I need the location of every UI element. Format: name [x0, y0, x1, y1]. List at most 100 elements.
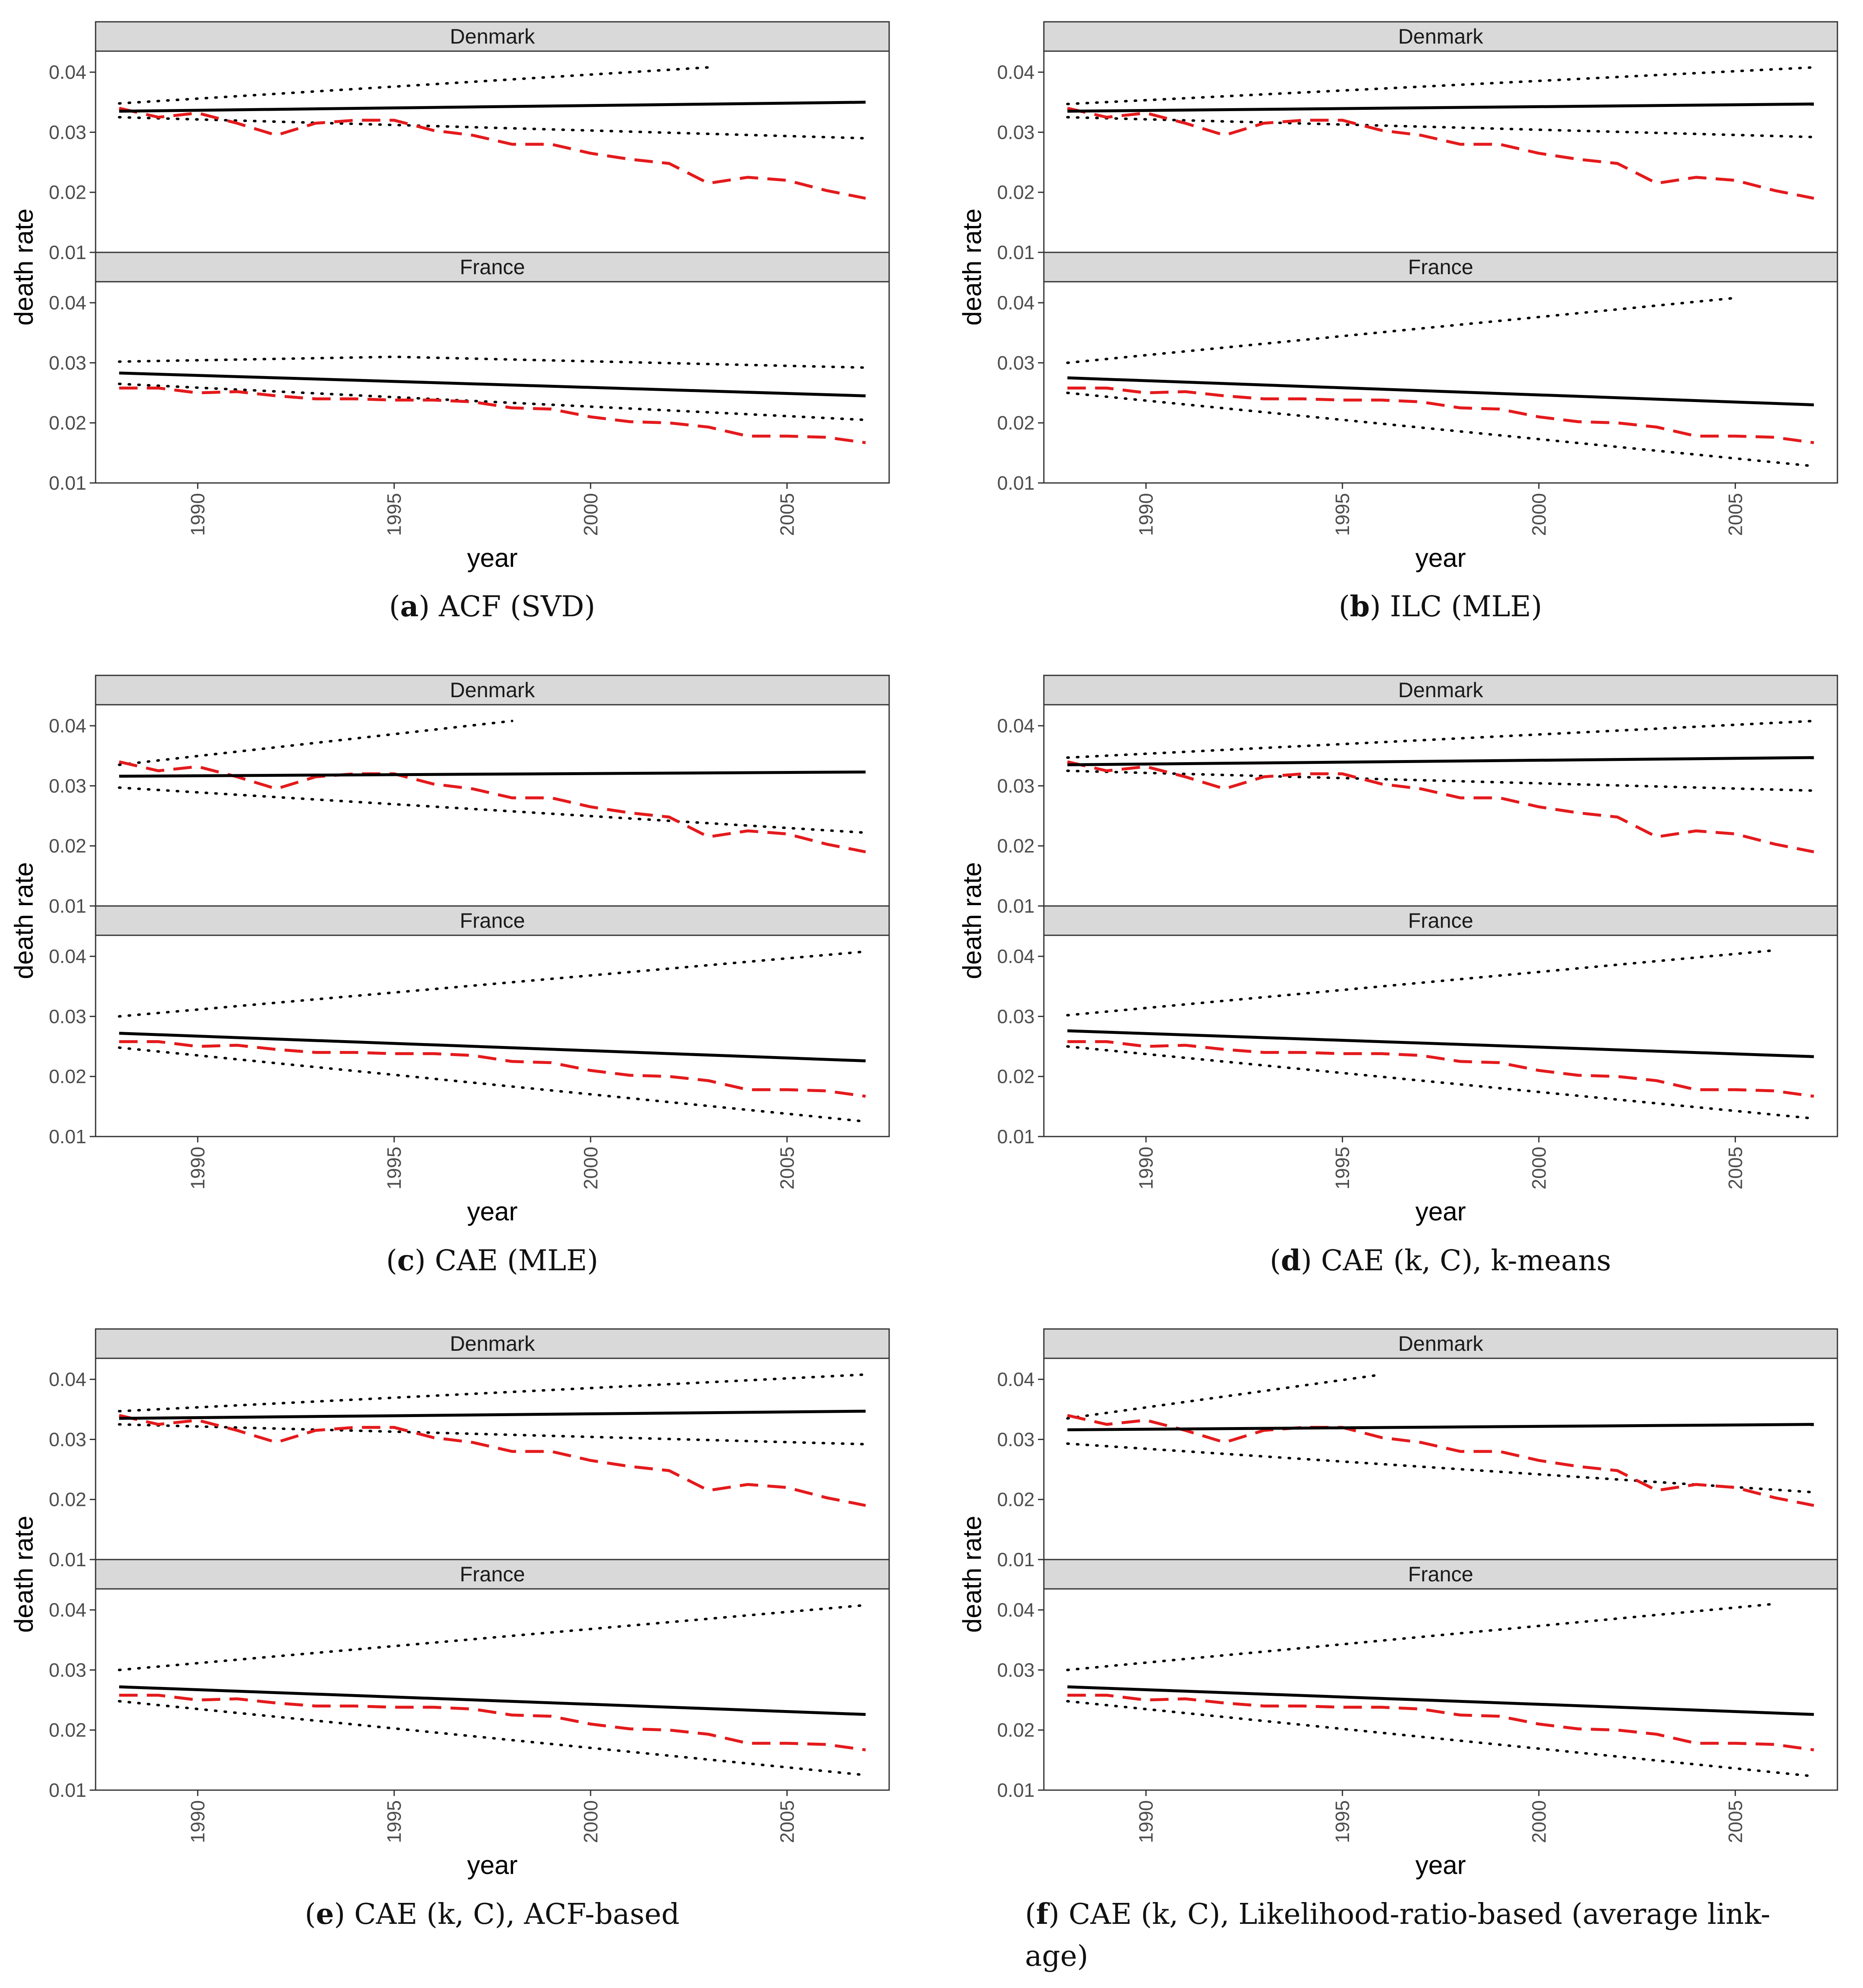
x-tick-label: 1995: [1331, 493, 1353, 536]
panel-border: [95, 281, 890, 484]
y-tick-label: 0.04: [997, 945, 1035, 967]
y-tick-label: 0.01: [49, 1779, 86, 1801]
facet-strip-label: France: [1408, 909, 1474, 932]
upper-bound-line: [1066, 296, 1737, 364]
x-tick-label: 1990: [1135, 1800, 1157, 1843]
subfigure-b: Denmark 0.01 0.02 0.03 0.04 France 0.01 0.02 0.0…: [958, 21, 1838, 623]
facet-strip-label: France: [460, 909, 525, 932]
panel-france: France 0.01 0.02 0.03 0.04: [997, 1559, 1838, 1801]
panel-denmark: Denmark 0.01 0.02 0.03 0.04: [997, 21, 1838, 263]
facet-strip: [95, 675, 890, 706]
y-tick-label: 0.02: [49, 1066, 86, 1087]
x-tick-label: 2005: [1724, 1800, 1746, 1843]
y-tick-label: 0.02: [997, 182, 1035, 203]
facet-strip: [95, 905, 890, 936]
x-axis-title: year: [1415, 1851, 1466, 1880]
y-tick-label: 0.01: [997, 472, 1035, 494]
upper-bound-line: [118, 356, 867, 369]
y-tick-label: 0.04: [49, 1368, 86, 1390]
y-axis-title: death rate: [10, 1516, 39, 1632]
upper-bound-line: [118, 1604, 867, 1671]
x-tick-label: 2005: [776, 1800, 798, 1843]
caption-a: (a) ACF (SVD): [389, 590, 595, 623]
forecast-line: [1067, 756, 1814, 766]
observed-death-rate-line: [1067, 106, 1814, 200]
y-tick-label: 0.04: [49, 715, 86, 737]
facet-strip-label: France: [460, 1562, 525, 1586]
y-tick-label: 0.03: [997, 1428, 1035, 1450]
panel-denmark: Denmark 0.01 0.02 0.03 0.04: [49, 675, 890, 917]
y-tick-label: 0.02: [49, 412, 86, 434]
facet-strip: [1043, 905, 1838, 936]
y-tick-label: 0.02: [997, 1066, 1035, 1087]
facet-strip-label: Denmark: [450, 678, 535, 702]
x-axis-title: year: [1415, 1197, 1466, 1226]
y-tick-label: 0.02: [49, 1489, 86, 1510]
forecast-line: [1067, 102, 1814, 113]
lower-bound-line: [118, 1046, 867, 1123]
forecast-line: [119, 1685, 866, 1716]
x-tick-label: 1990: [187, 1147, 209, 1189]
forecast-line: [1067, 1423, 1814, 1431]
y-tick-label: 0.03: [49, 775, 86, 797]
y-tick-label: 0.04: [997, 292, 1035, 314]
facet-strip-label: Denmark: [450, 25, 535, 48]
observed-death-rate-line: [1067, 1414, 1814, 1507]
x-tick-label: 2000: [1528, 1800, 1550, 1843]
forecast-line: [1067, 1685, 1814, 1716]
y-tick-label: 0.04: [49, 945, 86, 967]
x-axis-title: year: [467, 544, 518, 573]
facet-strip: [1043, 1559, 1838, 1590]
lower-bound-line: [1066, 392, 1815, 467]
y-tick-label: 0.03: [49, 352, 86, 374]
subfigure-c: Denmark 0.01 0.02 0.03 0.04 France 0.01 0.02 0.0…: [10, 675, 890, 1277]
facet-strip-label: France: [460, 255, 525, 279]
caption-f-line2: age): [1025, 1940, 1088, 1973]
panel-border: [1043, 704, 1838, 907]
lower-bound-line: [118, 116, 867, 140]
facet-strip: [95, 252, 890, 283]
upper-bound-line: [118, 1373, 867, 1413]
panel-denmark: Denmark 0.01 0.02 0.03 0.04: [997, 1328, 1838, 1570]
x-tick-label: 2000: [580, 1147, 602, 1189]
y-axis-title: death rate: [958, 1516, 987, 1632]
observed-death-rate-line: [119, 1694, 866, 1752]
panel-denmark: Denmark 0.01 0.02 0.03 0.04: [49, 1328, 890, 1570]
subfigure-a: Denmark 0.01 0.02 0.03 0.04 France 0.01 0.02 0.0…: [10, 21, 890, 623]
y-tick-label: 0.03: [49, 121, 86, 143]
y-tick-label: 0.03: [997, 121, 1035, 143]
y-tick-label: 0.03: [49, 1005, 86, 1027]
y-tick-label: 0.01: [997, 1126, 1035, 1147]
observed-death-rate-line: [119, 1040, 866, 1098]
facet-strip-label: Denmark: [450, 1332, 535, 1355]
x-tick-label: 1995: [383, 1147, 405, 1189]
facet-strip: [1043, 1328, 1838, 1359]
x-tick-label: 1990: [1135, 493, 1157, 536]
panel-border: [1043, 50, 1838, 253]
forecast-line: [119, 101, 866, 113]
subfigure-e: Denmark 0.01 0.02 0.03 0.04 France 0.01 0.02 0.0…: [10, 1328, 890, 1931]
panel-border: [95, 1357, 890, 1560]
lower-bound-line: [118, 1423, 867, 1446]
y-tick-label: 0.03: [49, 1428, 86, 1450]
y-tick-label: 0.02: [49, 1719, 86, 1741]
y-tick-label: 0.02: [997, 412, 1035, 434]
y-tick-label: 0.01: [997, 1549, 1035, 1570]
y-tick-label: 0.03: [997, 775, 1035, 797]
panel-denmark: Denmark 0.01 0.02 0.03 0.04: [997, 675, 1838, 917]
y-tick-label: 0.02: [49, 835, 86, 857]
x-tick-label: 2000: [580, 493, 602, 536]
observed-death-rate-line: [1067, 387, 1814, 444]
y-tick-label: 0.03: [997, 1659, 1035, 1681]
x-tick-label: 1990: [187, 493, 209, 536]
y-axis-title: death rate: [958, 208, 987, 325]
x-tick-label: 2005: [1724, 1147, 1746, 1189]
observed-death-rate-line: [1067, 1694, 1814, 1752]
x-tick-label: 1995: [383, 493, 405, 536]
panel-border: [1043, 281, 1838, 484]
caption-e: (e) CAE (k, C), ACF-based: [305, 1897, 680, 1931]
x-tick-label: 2005: [776, 493, 798, 536]
x-tick-label: 1995: [1331, 1800, 1353, 1843]
panel-border: [1043, 934, 1838, 1137]
